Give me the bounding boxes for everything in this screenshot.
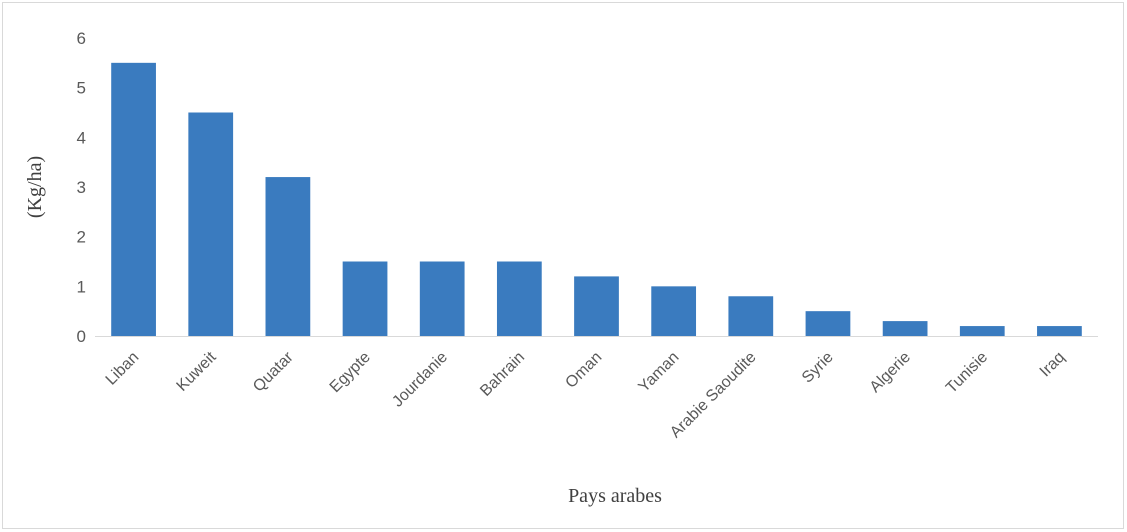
x-tick-label: Quatar bbox=[250, 348, 297, 395]
x-tick-label: Syrie bbox=[799, 349, 837, 387]
bar bbox=[651, 286, 697, 336]
x-tick-label: Egypte bbox=[327, 349, 374, 396]
bar bbox=[188, 112, 234, 336]
bar bbox=[342, 261, 388, 336]
y-tick-label: 2 bbox=[77, 228, 86, 247]
x-tick-label: Tunisie bbox=[943, 349, 991, 397]
x-tick-label: Bahrain bbox=[477, 349, 528, 400]
x-tick-label: Kuweit bbox=[174, 348, 220, 394]
y-axis-title: (Kg/ha) bbox=[24, 156, 46, 218]
x-axis-title: Pays arabes bbox=[568, 485, 662, 507]
y-tick-label: 3 bbox=[77, 178, 86, 197]
y-tick-label: 6 bbox=[77, 29, 86, 48]
x-tick-label: Oman bbox=[562, 349, 605, 392]
x-tick-label: Liban bbox=[103, 349, 143, 389]
bar bbox=[805, 311, 851, 336]
bar bbox=[111, 62, 156, 336]
y-tick-label: 5 bbox=[77, 79, 86, 98]
bar bbox=[574, 276, 619, 336]
y-tick-label: 1 bbox=[77, 277, 86, 296]
x-tick-label: Yaman bbox=[635, 349, 682, 396]
bars bbox=[111, 62, 1082, 336]
y-tick-label: 4 bbox=[77, 128, 86, 147]
bar bbox=[1037, 326, 1082, 336]
bar bbox=[265, 177, 311, 336]
x-tick-label: Iraq bbox=[1037, 349, 1069, 381]
x-axis-labels: Liban Kuweit Quatar Egypte Jourdanie Bahrain O… bbox=[103, 348, 1069, 441]
bar bbox=[728, 296, 774, 336]
bar bbox=[419, 261, 465, 336]
bar bbox=[959, 326, 1005, 336]
bar bbox=[882, 321, 928, 336]
y-axis-ticks: 0 1 2 3 4 5 6 bbox=[77, 29, 86, 346]
y-tick-label: 0 bbox=[77, 327, 86, 346]
bar bbox=[496, 261, 542, 336]
x-tick-label: Jourdanie bbox=[389, 349, 451, 411]
x-tick-label: Algerie bbox=[867, 349, 914, 396]
x-tick-label: Arabie Saoudite bbox=[667, 349, 760, 442]
